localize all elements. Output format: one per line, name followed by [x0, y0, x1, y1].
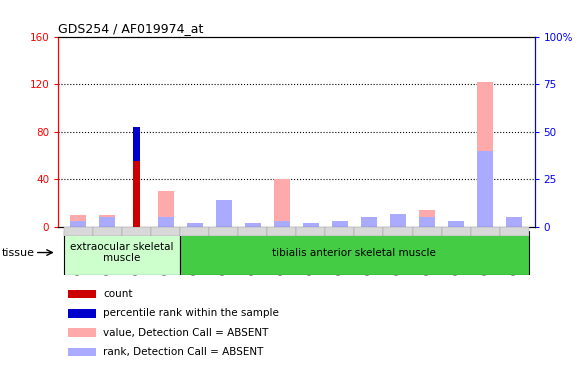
- Bar: [133, 161, 140, 227]
- Bar: [133, 127, 140, 161]
- Bar: [419, 210, 435, 227]
- Text: tibialis anterior skeletal muscle: tibialis anterior skeletal muscle: [272, 247, 436, 258]
- Bar: [361, 217, 377, 227]
- Bar: [151, 227, 180, 236]
- Text: tissue: tissue: [2, 247, 35, 258]
- Bar: [93, 227, 122, 236]
- Text: extraocular skeletal
muscle: extraocular skeletal muscle: [70, 242, 174, 264]
- Bar: [448, 221, 464, 227]
- Bar: [99, 215, 116, 227]
- Bar: [70, 221, 87, 227]
- Bar: [122, 227, 151, 236]
- Bar: [216, 200, 232, 227]
- Text: value, Detection Call = ABSENT: value, Detection Call = ABSENT: [103, 328, 269, 337]
- Bar: [99, 217, 116, 227]
- Bar: [209, 227, 238, 236]
- Bar: [500, 227, 529, 236]
- Bar: [157, 191, 174, 227]
- Bar: [471, 227, 500, 236]
- Bar: [354, 227, 383, 236]
- Text: GDS254 / AF019974_at: GDS254 / AF019974_at: [58, 22, 203, 36]
- Bar: [216, 201, 232, 227]
- Bar: [187, 223, 203, 227]
- Bar: [64, 231, 180, 274]
- Bar: [67, 309, 96, 318]
- Bar: [332, 221, 348, 227]
- Bar: [180, 231, 529, 274]
- Bar: [238, 227, 267, 236]
- Bar: [267, 227, 296, 236]
- Bar: [67, 328, 96, 337]
- Bar: [70, 215, 87, 227]
- Bar: [303, 223, 319, 227]
- Bar: [506, 217, 522, 227]
- Bar: [67, 348, 96, 356]
- Bar: [383, 227, 413, 236]
- Bar: [274, 179, 290, 227]
- Bar: [419, 217, 435, 227]
- Bar: [477, 151, 493, 227]
- Bar: [64, 227, 93, 236]
- Bar: [296, 227, 325, 236]
- Bar: [390, 214, 406, 227]
- Text: rank, Detection Call = ABSENT: rank, Detection Call = ABSENT: [103, 347, 264, 357]
- Bar: [413, 227, 442, 236]
- Bar: [274, 221, 290, 227]
- Bar: [157, 217, 174, 227]
- Text: count: count: [103, 289, 133, 299]
- Bar: [245, 223, 261, 227]
- Bar: [477, 82, 493, 227]
- Bar: [325, 227, 354, 236]
- Bar: [180, 227, 209, 236]
- Bar: [67, 290, 96, 298]
- Text: percentile rank within the sample: percentile rank within the sample: [103, 308, 279, 318]
- Bar: [442, 227, 471, 236]
